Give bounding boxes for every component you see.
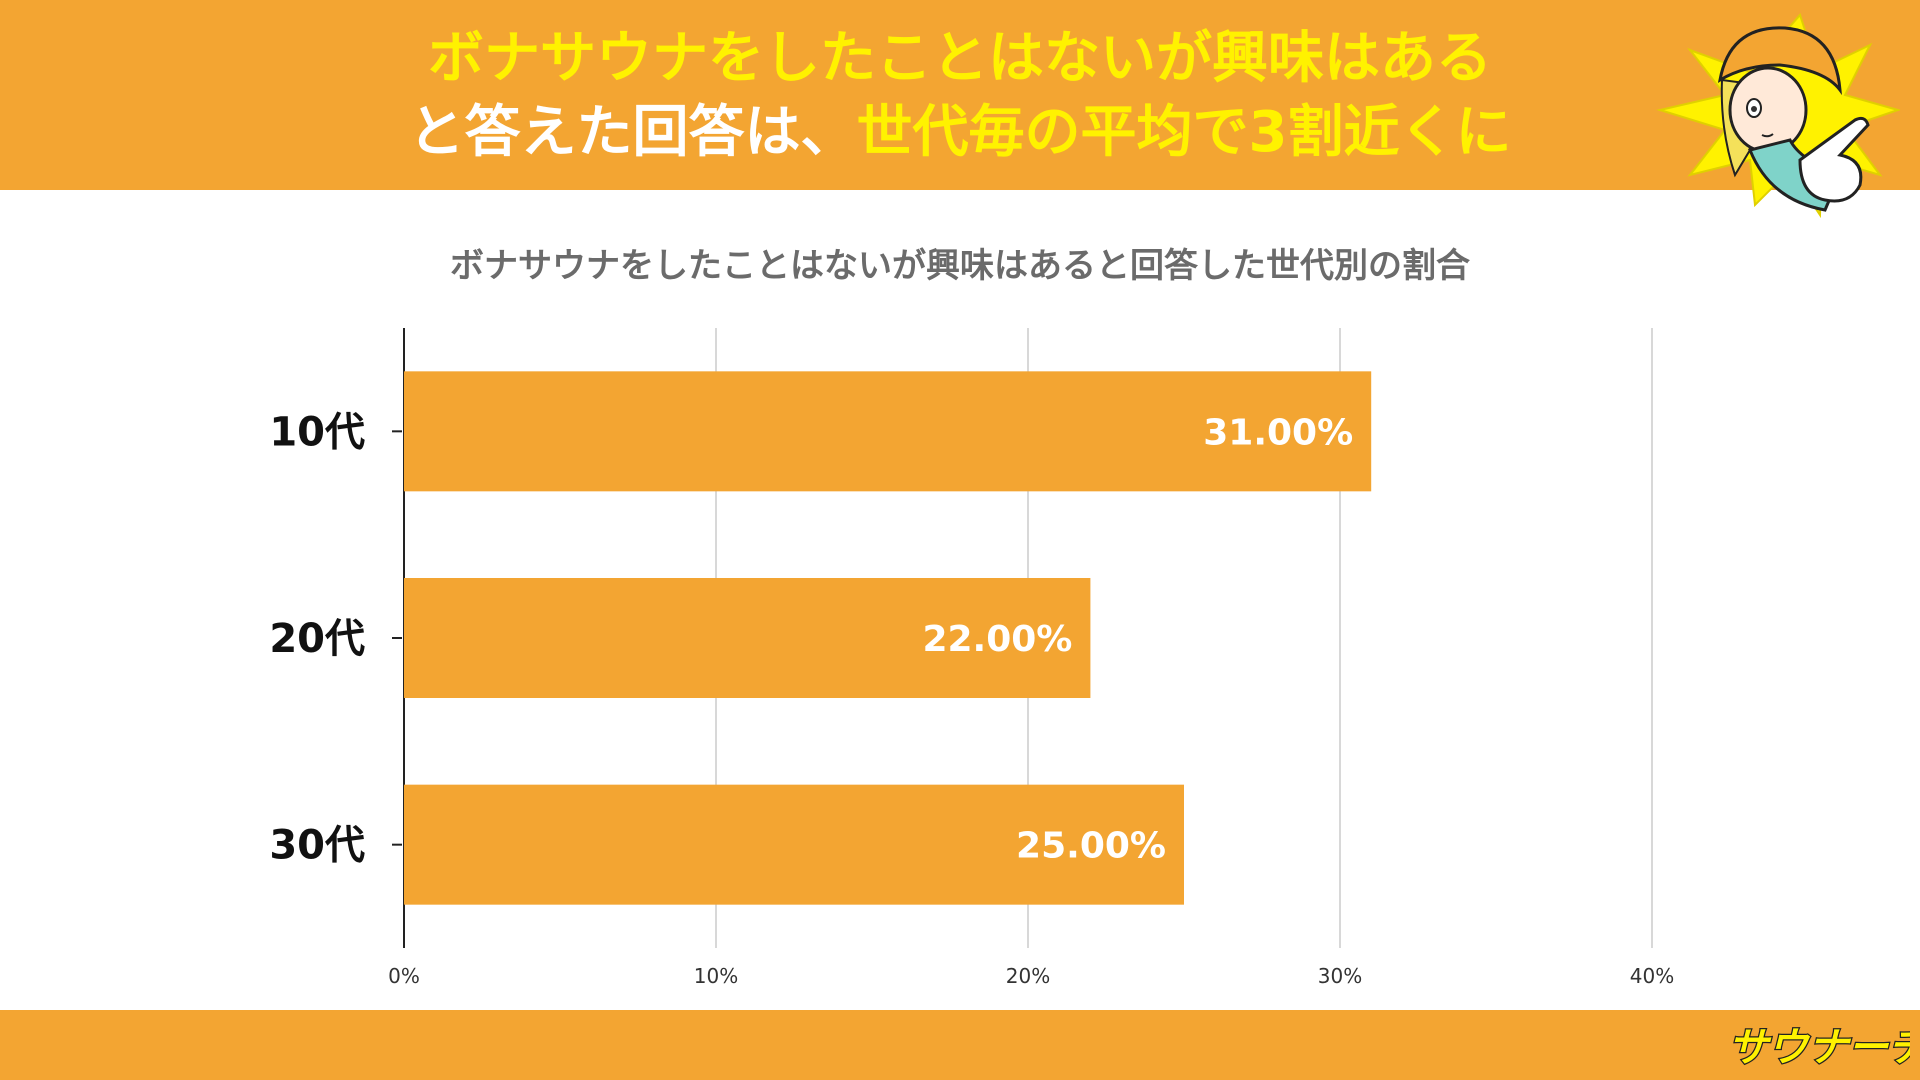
x-tick-label: 30% xyxy=(1318,964,1362,988)
category-label: 30代 xyxy=(269,823,365,869)
hood-shape xyxy=(1717,26,1842,96)
category-label: 20代 xyxy=(269,616,365,662)
headline-line-1: ボナサウナをしたことはないが興味はある xyxy=(0,22,1920,96)
bar-chart: 0% 10% 20% 30% 40% 10代 31.00% 20代 22.00% 30代 25.00… xyxy=(269,328,1674,988)
chart-title: ボナサウナをしたことはないが興味はあると回答した世代別の割合 xyxy=(450,246,1470,286)
x-tick-label: 10% xyxy=(694,964,738,988)
brand-logo-text: サウナーチ xyxy=(1728,1025,1910,1071)
bar-20代 xyxy=(404,578,1091,698)
pointing-hand xyxy=(1798,116,1870,203)
footer-bar xyxy=(0,1010,1920,1080)
headline: ボナサウナをしたことはないが興味はある と答えた回答は、世代毎の平均で3割近くに xyxy=(0,22,1920,170)
data-label: 22.00% xyxy=(922,619,1072,660)
x-tick-label: 0% xyxy=(388,964,420,988)
brand-logo: サウナーチ xyxy=(1727,1024,1910,1073)
mascot-illustration xyxy=(1656,13,1900,219)
bar-30代 xyxy=(404,784,1184,905)
x-tick-label: 20% xyxy=(1006,964,1050,988)
header-banner xyxy=(0,0,1920,190)
category-label: 10代 xyxy=(269,409,365,455)
label-layer: 0% 10% 20% 30% 40% 10代 31.00% 20代 22.00% 30代 25.00… xyxy=(269,409,1674,988)
data-label: 31.00% xyxy=(1203,412,1353,453)
headline-line-2-plain: と答えた回答は、 xyxy=(408,100,857,165)
headline-line-1-text: ボナサウナをしたことはないが興味はある xyxy=(428,26,1492,91)
mouth-shape xyxy=(1761,133,1774,138)
headline-line-2: と答えた回答は、世代毎の平均で3割近くに xyxy=(0,96,1920,170)
bar-layer xyxy=(404,371,1372,905)
headline-line-2-highlight: 世代毎の平均で3割近くに xyxy=(856,100,1512,165)
data-label: 25.00% xyxy=(1016,826,1166,867)
bar-10代 xyxy=(404,371,1372,492)
x-tick-label: 40% xyxy=(1630,964,1674,988)
